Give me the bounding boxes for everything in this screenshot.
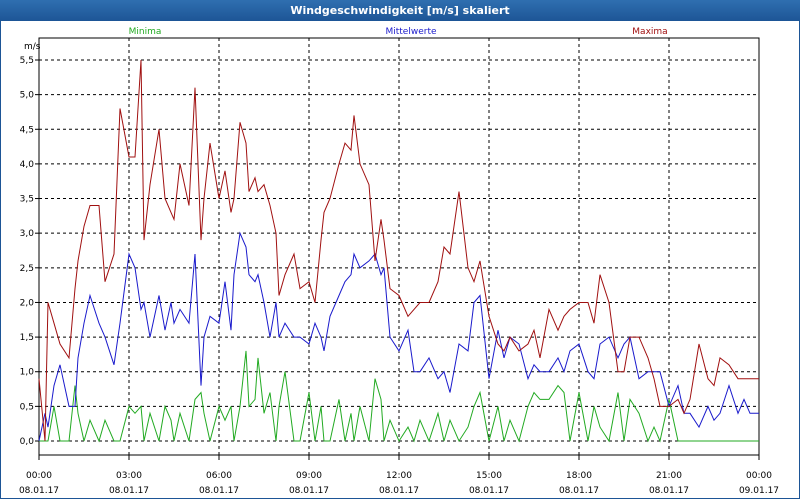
series-line-mittel: [38, 231, 759, 442]
y-tick-label: 0,0: [20, 437, 35, 447]
window-title: Windgeschwindigkeit [m/s] skaliert: [0, 0, 800, 21]
x-tick-date-label: 08.01.17: [109, 486, 149, 496]
legend-minima: Minima: [129, 27, 162, 37]
series-line-maxima: [38, 59, 759, 442]
x-tick-date-label: 08.01.17: [649, 486, 689, 496]
x-tick-date-label: 09.01.17: [739, 486, 779, 496]
x-tick-time-label: 03:00: [116, 471, 142, 481]
legend-maxima: Maxima: [632, 27, 667, 37]
y-tick-label: 3,5: [20, 195, 34, 205]
x-tick-time-label: 18:00: [566, 471, 592, 481]
y-tick-label: 4,5: [20, 125, 34, 135]
y-tick-label: 5,5: [20, 56, 34, 66]
y-tick-label: 2,5: [20, 264, 34, 274]
x-tick-time-label: 12:00: [386, 471, 412, 481]
x-tick-time-label: 00:00: [26, 471, 52, 481]
x-tick-time-label: 21:00: [656, 471, 682, 481]
x-tick-date-label: 08.01.17: [559, 486, 599, 496]
x-tick-date-label: 08.01.17: [379, 486, 419, 496]
x-tick-date-label: 08.01.17: [199, 486, 239, 496]
y-tick-label: 2,0: [20, 298, 35, 308]
x-tick-time-label: 09:00: [296, 471, 322, 481]
y-tick-label: 5,0: [20, 91, 35, 101]
y-tick-label: 1,5: [20, 333, 34, 343]
x-tick-time-label: 06:00: [206, 471, 232, 481]
x-tick-date-label: 08.01.17: [469, 486, 509, 496]
x-tick-time-label: 00:00: [746, 471, 772, 481]
x-tick-date-label: 08.01.17: [289, 486, 329, 496]
y-tick-label: 0,5: [20, 402, 34, 412]
y-tick-label: 3,0: [20, 229, 35, 239]
series-line-minima: [39, 350, 759, 443]
legend-mittel: Mittelwerte: [385, 27, 436, 37]
x-tick-time-label: 15:00: [476, 471, 502, 481]
y-tick-label: 1,0: [20, 368, 35, 378]
y-tick-label: 4,0: [20, 160, 35, 170]
y-axis-label: m/s: [24, 42, 41, 52]
x-tick-date-label: 08.01.17: [19, 486, 59, 496]
